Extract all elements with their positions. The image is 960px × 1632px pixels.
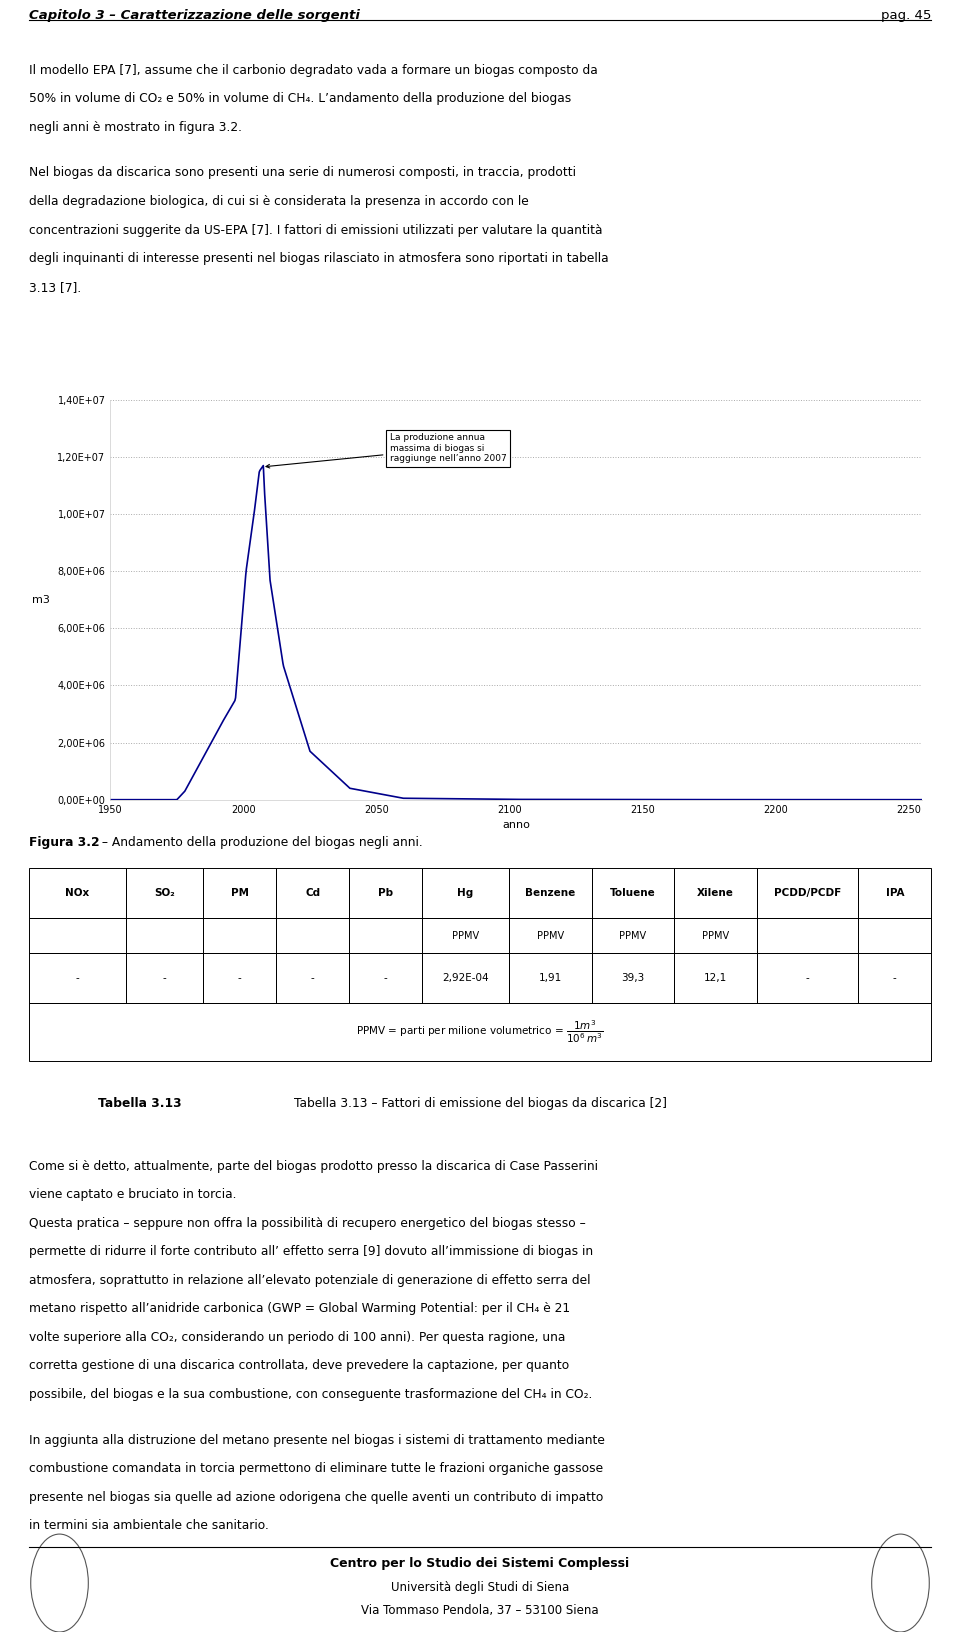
Bar [674, 868, 756, 919]
Text: Tabella 3.13 – Fattori di emissione del biogas da discarica [2]: Tabella 3.13 – Fattori di emissione del … [294, 1097, 666, 1110]
Text: 1,91: 1,91 [539, 973, 562, 982]
Bar [858, 919, 931, 953]
Text: degli inquinanti di interesse presenti nel biogas rilasciato in atmosfera sono r: degli inquinanti di interesse presenti n… [29, 251, 609, 264]
Text: concentrazioni suggerite da US-EPA [7]. I fattori di emissioni utilizzati per va: concentrazioni suggerite da US-EPA [7]. … [29, 224, 602, 237]
Text: In aggiunta alla distruzione del metano presente nel biogas i sistemi di trattam: In aggiunta alla distruzione del metano … [29, 1435, 605, 1446]
Bar [349, 868, 421, 919]
Text: Figura 3.2: Figura 3.2 [29, 836, 100, 849]
Text: Università degli Studi di Siena: Università degli Studi di Siena [391, 1581, 569, 1594]
Text: negli anni è mostrato in figura 3.2.: negli anni è mostrato in figura 3.2. [29, 121, 242, 134]
Text: Cd: Cd [305, 888, 321, 898]
Text: pag. 45: pag. 45 [881, 8, 931, 21]
Text: viene captato e bruciato in torcia.: viene captato e bruciato in torcia. [29, 1188, 236, 1201]
Bar [126, 868, 204, 919]
Text: metano rispetto all’anidride carbonica (GWP = Global Warming Potential: per il C: metano rispetto all’anidride carbonica (… [29, 1302, 570, 1315]
Text: corretta gestione di una discarica controllata, deve prevedere la captazione, pe: corretta gestione di una discarica contr… [29, 1359, 569, 1373]
Bar [29, 953, 126, 1004]
Bar [674, 919, 756, 953]
Bar [421, 868, 509, 919]
Text: presente nel biogas sia quelle ad azione odorigena che quelle aventi un contribu: presente nel biogas sia quelle ad azione… [29, 1492, 603, 1503]
Bar [591, 953, 674, 1004]
Text: -: - [805, 973, 809, 982]
Text: 2,92E-04: 2,92E-04 [443, 973, 489, 982]
Bar [591, 868, 674, 919]
Bar [858, 868, 931, 919]
Bar [126, 953, 204, 1004]
Bar [276, 868, 349, 919]
Bar [509, 919, 591, 953]
Text: -: - [893, 973, 897, 982]
Text: La produzione annua
massima di biogas si
raggiunge nell’anno 2007: La produzione annua massima di biogas si… [266, 434, 507, 468]
Text: IPA: IPA [885, 888, 904, 898]
Text: Hg: Hg [457, 888, 473, 898]
Text: atmosfera, soprattutto in relazione all’elevato potenziale di generazione di eff: atmosfera, soprattutto in relazione all’… [29, 1275, 590, 1286]
Text: in termini sia ambientale che sanitario.: in termini sia ambientale che sanitario. [29, 1519, 269, 1532]
Text: PCDD/PCDF: PCDD/PCDF [774, 888, 841, 898]
Bar [756, 868, 858, 919]
Bar [29, 919, 126, 953]
Text: PPMV: PPMV [619, 930, 646, 940]
Text: Capitolo 3 – Caratterizzazione delle sorgenti: Capitolo 3 – Caratterizzazione delle sor… [29, 8, 360, 21]
Text: volte superiore alla CO₂, considerando un periodo di 100 anni). Per questa ragio: volte superiore alla CO₂, considerando u… [29, 1332, 565, 1343]
Text: -: - [383, 973, 387, 982]
Bar [756, 919, 858, 953]
Text: Via Tommaso Pendola, 37 – 53100 Siena: Via Tommaso Pendola, 37 – 53100 Siena [361, 1604, 599, 1617]
Bar [204, 953, 276, 1004]
Text: della degradazione biologica, di cui si è considerata la presenza in accordo con: della degradazione biologica, di cui si … [29, 194, 529, 207]
Text: -: - [163, 973, 166, 982]
Bar [276, 919, 349, 953]
Text: Tabella 3.13: Tabella 3.13 [98, 1097, 181, 1110]
Text: 3.13 [7].: 3.13 [7]. [29, 281, 81, 294]
Bar [756, 953, 858, 1004]
Text: NOx: NOx [65, 888, 89, 898]
Bar [509, 953, 591, 1004]
Bar [126, 919, 204, 953]
Text: -: - [238, 973, 242, 982]
Bar [674, 953, 756, 1004]
Bar [276, 953, 349, 1004]
Bar [591, 919, 674, 953]
Bar [349, 953, 421, 1004]
Text: 50% in volume di CO₂ e 50% in volume di CH₄. L’andamento della produzione del bi: 50% in volume di CO₂ e 50% in volume di … [29, 93, 571, 104]
Text: permette di ridurre il forte contributo all’ effetto serra [9] dovuto all’immiss: permette di ridurre il forte contributo … [29, 1245, 593, 1258]
Text: Pb: Pb [378, 888, 393, 898]
Text: Questa pratica – seppure non offra la possibilità di recupero energetico del bio: Questa pratica – seppure non offra la po… [29, 1217, 586, 1229]
Text: PPMV: PPMV [702, 930, 729, 940]
Text: 12,1: 12,1 [704, 973, 727, 982]
Text: Xilene: Xilene [697, 888, 733, 898]
Text: Tabella 3.13: Tabella 3.13 [29, 1097, 112, 1110]
Text: PPMV: PPMV [452, 930, 479, 940]
Text: combustione comandata in torcia permettono di eliminare tutte le frazioni organi: combustione comandata in torcia permetto… [29, 1462, 603, 1475]
Text: Nel biogas da discarica sono presenti una serie di numerosi composti, in traccia: Nel biogas da discarica sono presenti un… [29, 166, 576, 180]
Text: Benzene: Benzene [525, 888, 575, 898]
Text: -: - [76, 973, 79, 982]
Text: Tabella 3.13 – Fattori di emissione del biogas da discarica [2]: Tabella 3.13 – Fattori di emissione del … [270, 1097, 690, 1110]
X-axis label: anno: anno [502, 821, 530, 831]
Text: Toluene: Toluene [610, 888, 656, 898]
Bar [29, 868, 126, 919]
Bar [421, 919, 509, 953]
Text: PPMV: PPMV [537, 930, 564, 940]
Bar [421, 953, 509, 1004]
Text: Centro per lo Studio dei Sistemi Complessi: Centro per lo Studio dei Sistemi Comples… [330, 1557, 630, 1570]
Text: Il modello EPA [7], assume che il carbonio degradato vada a formare un biogas co: Il modello EPA [7], assume che il carbon… [29, 64, 597, 77]
Bar [858, 953, 931, 1004]
Text: possibile, del biogas e la sua combustione, con conseguente trasformazione del C: possibile, del biogas e la sua combustio… [29, 1389, 592, 1400]
Text: PM: PM [230, 888, 249, 898]
Bar [349, 919, 421, 953]
Text: SO₂: SO₂ [155, 888, 175, 898]
Text: Come si è detto, attualmente, parte del biogas prodotto presso la discarica di C: Come si è detto, attualmente, parte del … [29, 1159, 598, 1172]
Y-axis label: m3: m3 [32, 594, 50, 605]
Text: 39,3: 39,3 [621, 973, 644, 982]
Text: -: - [311, 973, 315, 982]
Text: – Andamento della produzione del biogas negli anni.: – Andamento della produzione del biogas … [98, 836, 422, 849]
Text: PPMV = parti per milione volumetrico = $\dfrac{1m^3}{10^6\,m^3}$: PPMV = parti per milione volumetrico = $… [356, 1018, 604, 1046]
Bar [204, 868, 276, 919]
Bar [29, 1004, 931, 1061]
Bar [204, 919, 276, 953]
Bar [509, 868, 591, 919]
